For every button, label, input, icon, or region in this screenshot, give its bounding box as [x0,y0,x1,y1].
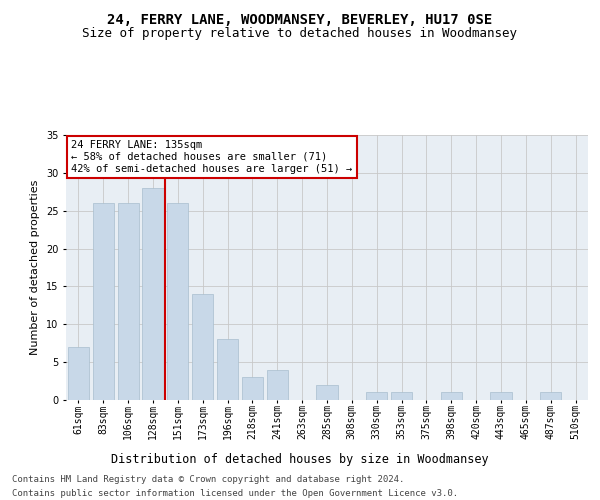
Text: Contains HM Land Registry data © Crown copyright and database right 2024.: Contains HM Land Registry data © Crown c… [12,475,404,484]
Bar [316,385,338,400]
Bar [242,378,263,400]
Bar [267,370,288,400]
Bar [93,203,114,400]
Text: 24, FERRY LANE, WOODMANSEY, BEVERLEY, HU17 0SE: 24, FERRY LANE, WOODMANSEY, BEVERLEY, HU… [107,12,493,26]
Bar [142,188,164,400]
Bar [490,392,512,400]
Bar [68,347,89,400]
Text: 24 FERRY LANE: 135sqm
← 58% of detached houses are smaller (71)
42% of semi-deta: 24 FERRY LANE: 135sqm ← 58% of detached … [71,140,352,173]
Text: Size of property relative to detached houses in Woodmansey: Size of property relative to detached ho… [83,28,517,40]
Bar [540,392,561,400]
Text: Distribution of detached houses by size in Woodmansey: Distribution of detached houses by size … [111,452,489,466]
Bar [217,340,238,400]
Bar [118,203,139,400]
Bar [167,203,188,400]
Bar [366,392,387,400]
Text: Contains public sector information licensed under the Open Government Licence v3: Contains public sector information licen… [12,489,458,498]
Bar [441,392,462,400]
Y-axis label: Number of detached properties: Number of detached properties [31,180,40,355]
Bar [192,294,213,400]
Bar [391,392,412,400]
